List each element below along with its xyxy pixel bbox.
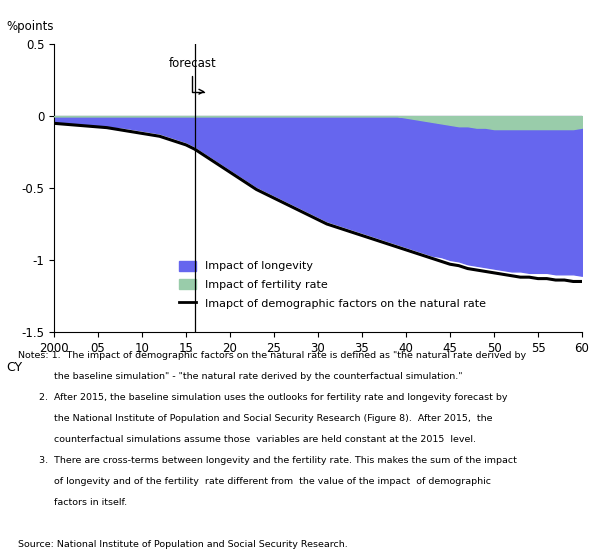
Text: the National Institute of Population and Social Security Research (Figure 8).  A: the National Institute of Population and… — [18, 414, 493, 423]
Text: Source: National Institute of Population and Social Security Research.: Source: National Institute of Population… — [18, 540, 348, 549]
Text: %points: %points — [7, 20, 54, 33]
Text: factors in itself.: factors in itself. — [18, 498, 127, 507]
Text: the baseline simulation" - "the natural rate derived by the counterfactual simul: the baseline simulation" - "the natural … — [18, 372, 463, 381]
Text: 3.  There are cross-terms between longevity and the fertility rate. This makes t: 3. There are cross-terms between longevi… — [18, 456, 517, 465]
Text: Notes: 1.  The impact of demographic factors on the natural rate is defined as ": Notes: 1. The impact of demographic fact… — [18, 351, 526, 360]
Text: 2.  After 2015, the baseline simulation uses the outlooks for fertility rate and: 2. After 2015, the baseline simulation u… — [18, 393, 508, 402]
Text: counterfactual simulations assume those  variables are held constant at the 2015: counterfactual simulations assume those … — [18, 435, 476, 444]
Text: forecast: forecast — [169, 58, 216, 94]
Text: CY: CY — [7, 361, 23, 374]
Legend: Impact of longevity, Impact of fertility rate, Imapct of demographic factors on : Impact of longevity, Impact of fertility… — [176, 257, 489, 312]
Text: of longevity and of the fertility  rate different from  the value of the impact : of longevity and of the fertility rate d… — [18, 477, 491, 486]
